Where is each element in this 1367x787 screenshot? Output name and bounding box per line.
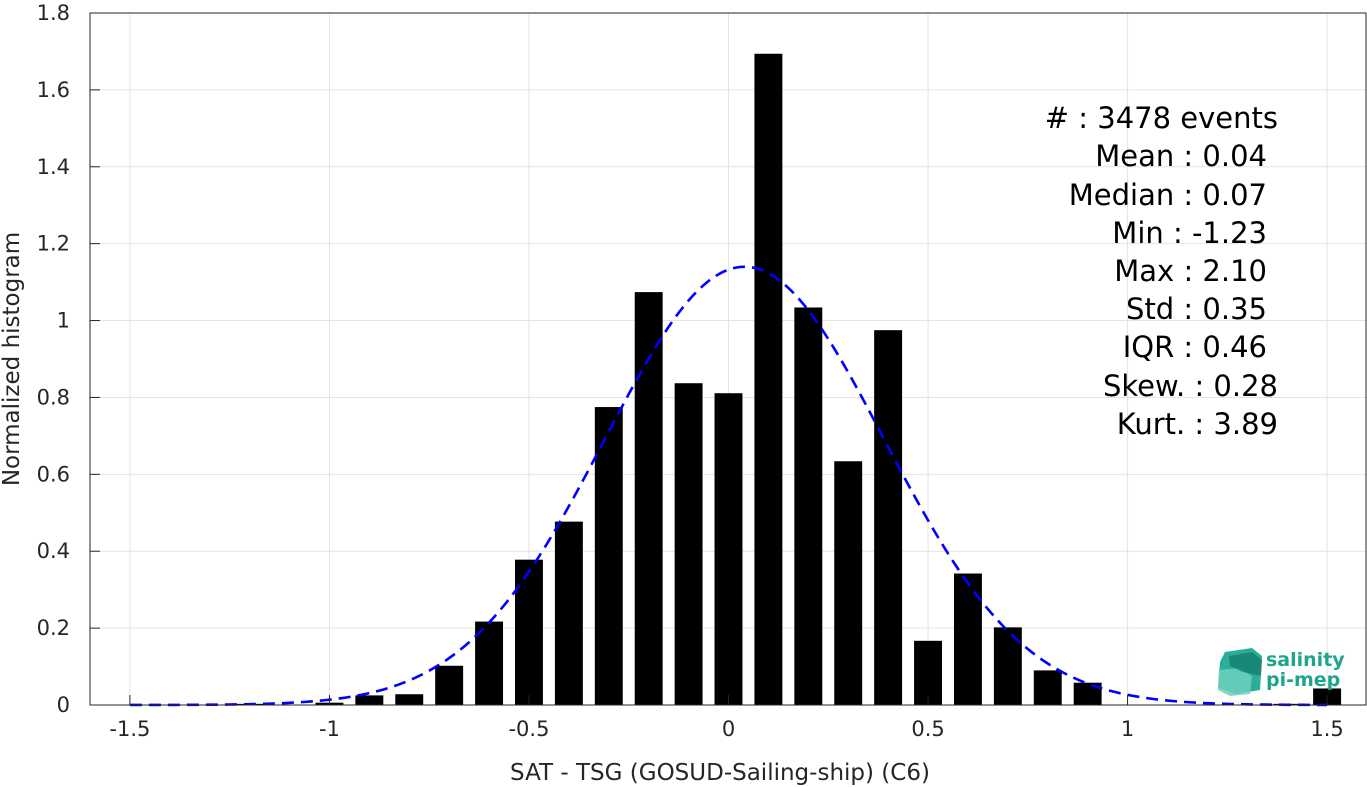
histogram-bar bbox=[914, 640, 942, 705]
stat-std: Std : 0.35 bbox=[1126, 292, 1267, 326]
x-axis-label: SAT - TSG (GOSUD-Sailing-ship) (C6) bbox=[510, 760, 930, 786]
logo-wave-layer bbox=[1218, 668, 1252, 696]
x-tick-label: -1 bbox=[319, 717, 340, 741]
histogram-bar bbox=[674, 383, 703, 705]
x-tick-labels: -1.5 -1 -0.5 0 0.5 1 1.5 bbox=[109, 717, 1343, 741]
histogram-bar bbox=[395, 694, 424, 705]
histogram-bars bbox=[235, 53, 1342, 706]
y-tick-label: 0.6 bbox=[37, 462, 70, 486]
x-tick-label: -0.5 bbox=[508, 717, 549, 741]
histogram-bar bbox=[874, 330, 903, 705]
x-tick-label: -1.5 bbox=[109, 717, 150, 741]
y-tick-label: 1.2 bbox=[37, 232, 70, 256]
y-tick-label: 0.8 bbox=[37, 385, 70, 409]
histogram-bar bbox=[475, 621, 504, 705]
histogram-bar bbox=[754, 53, 783, 706]
x-tick-label: 0 bbox=[722, 717, 735, 741]
x-tick-label: 0.5 bbox=[911, 717, 944, 741]
y-axis-label: Normalized histogram bbox=[0, 232, 25, 486]
histogram-bar bbox=[1033, 670, 1062, 705]
histogram-bar bbox=[435, 665, 464, 705]
histogram-bar bbox=[953, 573, 982, 705]
histogram-bar bbox=[1073, 682, 1102, 705]
histogram-bar bbox=[594, 407, 623, 705]
histogram-bar bbox=[515, 559, 543, 705]
histogram-bar bbox=[794, 307, 823, 705]
tick-marks bbox=[90, 12, 1328, 706]
y-tick-label: 1.6 bbox=[37, 78, 70, 102]
stat-iqr: IQR : 0.46 bbox=[1123, 330, 1267, 364]
stat-count: # : 3478 events bbox=[1045, 101, 1278, 135]
y-tick-label: 0.4 bbox=[37, 539, 70, 563]
y-tick-label: 1.8 bbox=[37, 1, 70, 25]
y-tick-labels: 0 0.2 0.4 0.6 0.8 1 1.2 1.4 1.6 1.8 bbox=[37, 1, 70, 717]
histogram-bar bbox=[714, 393, 743, 705]
x-tick-label: 1.5 bbox=[1310, 717, 1343, 741]
y-tick-label: 0.2 bbox=[37, 616, 70, 640]
stat-kurt: Kurt. : 3.89 bbox=[1117, 407, 1278, 441]
histogram-bar bbox=[834, 461, 863, 705]
stat-min: Min : -1.23 bbox=[1112, 216, 1267, 250]
y-tick-label: 1 bbox=[57, 309, 70, 333]
stat-max: Max : 2.10 bbox=[1114, 254, 1267, 288]
salinity-pi-mep-logo: salinity pi-mep bbox=[1218, 648, 1345, 696]
stat-median: Median : 0.07 bbox=[1069, 178, 1267, 212]
logo-text-salinity: salinity bbox=[1266, 649, 1345, 671]
x-tick-label: 1 bbox=[1121, 717, 1134, 741]
stat-mean: Mean : 0.04 bbox=[1095, 139, 1267, 173]
histogram-bar bbox=[355, 695, 384, 705]
histogram-bar bbox=[554, 521, 583, 705]
stat-skew: Skew. : 0.28 bbox=[1103, 369, 1278, 403]
y-tick-label: 0 bbox=[57, 693, 70, 717]
statistics-annotation: # : 3478 events Mean : 0.04 Median : 0.0… bbox=[1045, 101, 1278, 441]
logo-text-pi-mep: pi-mep bbox=[1266, 669, 1340, 691]
logo-wave-layer bbox=[1229, 652, 1262, 676]
histogram-bar bbox=[634, 292, 663, 705]
y-tick-label: 1.4 bbox=[37, 155, 70, 179]
